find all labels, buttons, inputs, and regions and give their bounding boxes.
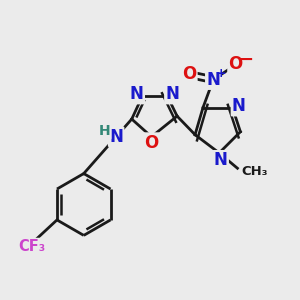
- Text: −: −: [238, 51, 253, 69]
- Text: N: N: [109, 128, 123, 146]
- Text: CH₃: CH₃: [241, 165, 268, 178]
- Text: O: O: [229, 55, 243, 73]
- Text: +: +: [215, 67, 226, 80]
- Text: O: O: [144, 134, 159, 152]
- Text: N: N: [165, 85, 179, 103]
- Text: N: N: [206, 70, 220, 88]
- Text: CF₃: CF₃: [18, 239, 46, 254]
- Text: O: O: [182, 65, 196, 83]
- Text: N: N: [130, 85, 144, 103]
- Text: N: N: [214, 151, 228, 169]
- Text: H: H: [99, 124, 111, 138]
- Text: N: N: [232, 97, 246, 115]
